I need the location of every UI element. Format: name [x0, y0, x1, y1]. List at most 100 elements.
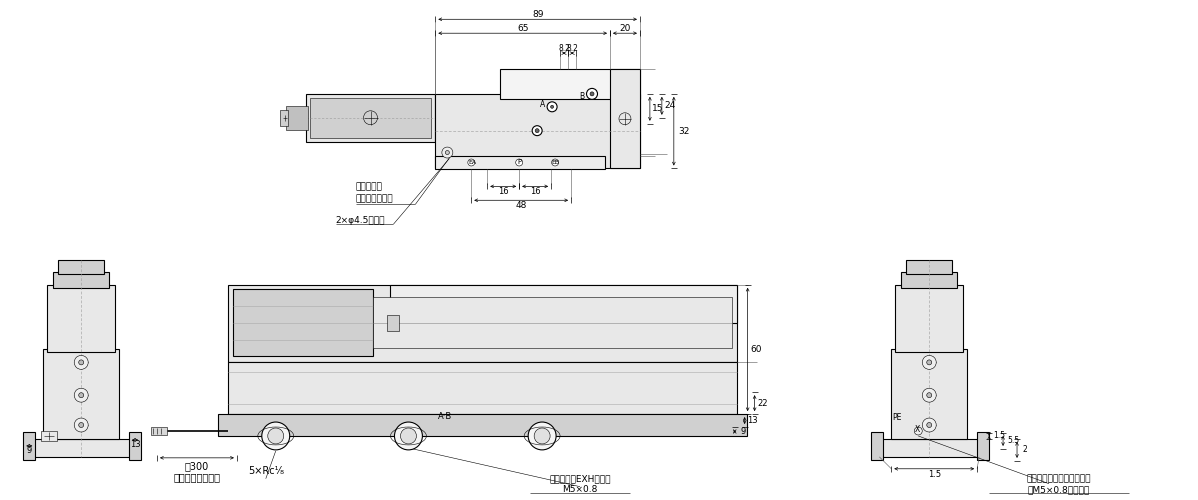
Bar	[901, 272, 957, 288]
Text: （リード線長さ）: （リード線長さ）	[174, 472, 220, 482]
Bar	[59, 260, 104, 274]
Circle shape	[914, 427, 922, 435]
Circle shape	[515, 159, 522, 166]
Bar	[387, 314, 399, 330]
Text: 48: 48	[515, 200, 527, 210]
Bar	[286, 106, 308, 130]
Circle shape	[79, 422, 84, 428]
Bar	[228, 285, 737, 362]
Text: 89: 89	[532, 10, 544, 19]
Text: B: B	[580, 92, 585, 102]
Circle shape	[268, 428, 284, 444]
Circle shape	[79, 392, 84, 398]
Text: 9: 9	[740, 427, 745, 436]
Text: （外部パイロットポート）: （外部パイロットポート）	[1027, 474, 1091, 483]
Circle shape	[467, 159, 474, 166]
Text: 16: 16	[498, 187, 508, 196]
Bar	[31, 439, 131, 457]
Text: PE: PE	[893, 412, 902, 422]
Bar	[373, 296, 732, 348]
Circle shape	[528, 422, 556, 450]
Text: M5×0.8: M5×0.8	[562, 485, 598, 494]
Text: 65: 65	[516, 24, 528, 32]
Bar	[610, 69, 640, 168]
Circle shape	[551, 159, 558, 166]
Circle shape	[536, 128, 539, 132]
Text: 15: 15	[652, 104, 664, 114]
Bar	[305, 94, 435, 142]
Bar	[879, 439, 979, 457]
Text: 1.5: 1.5	[993, 432, 1005, 440]
Circle shape	[551, 106, 553, 108]
Bar	[435, 156, 605, 170]
Text: 5.5: 5.5	[1008, 436, 1019, 446]
Bar	[151, 427, 167, 435]
Text: （M5×0.8）未加工: （M5×0.8）未加工	[1028, 485, 1090, 494]
Text: X: X	[914, 424, 920, 434]
Circle shape	[79, 360, 84, 365]
Text: 13: 13	[748, 416, 758, 425]
Text: 約300: 約300	[184, 461, 210, 471]
Text: 32: 32	[678, 126, 690, 136]
Text: 1.5: 1.5	[927, 470, 940, 479]
Text: 16: 16	[530, 187, 540, 196]
Circle shape	[394, 422, 423, 450]
Text: 60: 60	[750, 345, 762, 354]
Text: 24: 24	[664, 102, 676, 110]
Bar	[309, 98, 431, 138]
Text: 5×Rc¹⁄₈: 5×Rc¹⁄₈	[248, 466, 284, 476]
Text: EA: EA	[468, 160, 477, 165]
Bar	[978, 432, 990, 460]
Bar	[218, 414, 746, 436]
Circle shape	[74, 388, 89, 402]
Circle shape	[532, 126, 543, 136]
Bar	[41, 431, 58, 441]
Text: （ノンロック）: （ノンロック）	[356, 195, 393, 204]
Text: 22: 22	[757, 398, 768, 407]
Text: 8.2: 8.2	[567, 44, 579, 52]
Circle shape	[547, 102, 557, 112]
Circle shape	[927, 422, 932, 428]
Text: EB: EB	[551, 160, 559, 165]
Bar	[391, 285, 737, 323]
Text: 2: 2	[1023, 446, 1028, 454]
Bar	[228, 362, 737, 414]
Bar	[232, 289, 373, 356]
Text: パイロットEXHポート: パイロットEXHポート	[550, 474, 611, 483]
Text: 20: 20	[619, 24, 630, 32]
Bar	[47, 285, 115, 352]
Circle shape	[922, 388, 936, 402]
Circle shape	[927, 392, 932, 398]
Circle shape	[922, 356, 936, 370]
Bar	[895, 285, 963, 352]
Text: A·B: A·B	[438, 412, 453, 420]
Bar	[906, 260, 952, 274]
Circle shape	[587, 88, 598, 100]
Text: マニュアル: マニュアル	[356, 182, 382, 191]
Circle shape	[591, 92, 594, 96]
Circle shape	[534, 428, 550, 444]
Bar	[53, 272, 109, 288]
Bar	[435, 94, 640, 168]
Circle shape	[922, 418, 936, 432]
Circle shape	[927, 360, 932, 365]
Circle shape	[74, 356, 89, 370]
Text: P: P	[518, 160, 521, 166]
Bar	[891, 350, 967, 439]
Circle shape	[74, 418, 89, 432]
Text: 8.2: 8.2	[558, 44, 570, 52]
Bar	[23, 432, 35, 460]
Circle shape	[262, 422, 290, 450]
Bar	[280, 110, 288, 126]
Bar	[129, 432, 141, 460]
Text: 13: 13	[129, 440, 140, 450]
Circle shape	[446, 150, 449, 154]
Bar	[43, 350, 119, 439]
Text: 9: 9	[26, 446, 32, 456]
Bar	[501, 69, 640, 99]
Text: 2×φ4.5取付穴: 2×φ4.5取付穴	[335, 216, 385, 224]
Circle shape	[442, 147, 453, 158]
Text: A: A	[539, 100, 545, 110]
Circle shape	[400, 428, 417, 444]
Bar	[871, 432, 883, 460]
